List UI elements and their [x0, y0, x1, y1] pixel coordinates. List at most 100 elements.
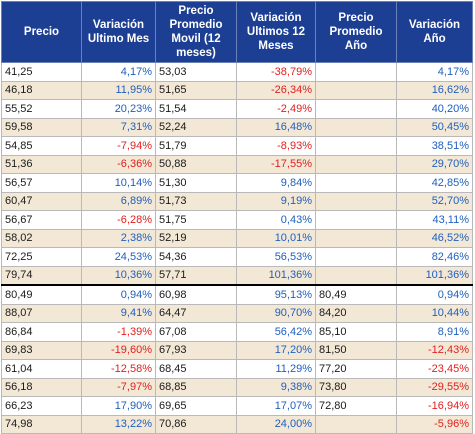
table-row: 41,25 4,17% 53,03 -38,79% 4,17% [1, 62, 473, 82]
cell-variacion-ultimos-12-meses: -2,49% [236, 99, 316, 119]
cell-precio-promedio-movil: 53,03 [155, 62, 237, 82]
cell-variacion-ano: -12,43% [396, 340, 473, 360]
cell-variacion-ultimos-12-meses: 56,42% [236, 322, 316, 342]
cell-variacion-ultimos-12-meses: -8,93% [236, 136, 316, 156]
cell-precio: 54,85 [1, 136, 82, 156]
cell-variacion-ultimos-12-meses: 24,00% [236, 414, 316, 434]
cell-variacion-ultimos-12-meses: 9,84% [236, 173, 316, 193]
cell-variacion-ultimo-mes: 17,90% [81, 396, 156, 416]
header-variacion-ultimo-mes: Variación Ultimo Mes [81, 1, 156, 63]
cell-variacion-ano: 16,62% [396, 80, 473, 100]
cell-variacion-ano: 10,44% [396, 303, 473, 323]
cell-precio-promedio-ano: 72,80 [315, 396, 397, 416]
cell-variacion-ultimo-mes: 24,53% [81, 247, 156, 267]
cell-variacion-ultimo-mes: 9,41% [81, 303, 156, 323]
header-precio: Precio [1, 1, 82, 63]
cell-precio-promedio-ano [315, 117, 397, 137]
cell-variacion-ultimo-mes: 0,94% [81, 284, 156, 305]
cell-variacion-ultimos-12-meses: 101,36% [236, 265, 316, 286]
cell-variacion-ultimos-12-meses: 56,53% [236, 247, 316, 267]
cell-variacion-ano: 42,85% [396, 173, 473, 193]
cell-precio: 80,49 [1, 284, 82, 305]
cell-precio: 41,25 [1, 62, 82, 82]
cell-precio: 60,47 [1, 191, 82, 211]
cell-variacion-ano: 4,17% [396, 62, 473, 82]
cell-precio-promedio-ano [315, 228, 397, 248]
table-row: 79,74 10,36% 57,71 101,36% 101,36% [1, 265, 473, 286]
cell-precio-promedio-movil: 51,79 [155, 136, 237, 156]
cell-precio-promedio-ano [315, 99, 397, 119]
cell-precio-promedio-ano [315, 210, 397, 230]
cell-precio-promedio-movil: 68,45 [155, 359, 237, 379]
table-row: 74,98 13,22% 70,86 24,00% -5,96% [1, 414, 473, 434]
cell-variacion-ultimo-mes: -12,58% [81, 359, 156, 379]
table-row: 56,18 -7,97% 68,85 9,38% 73,80 -29,55% [1, 377, 473, 397]
cell-precio-promedio-movil: 51,73 [155, 191, 237, 211]
cell-variacion-ultimo-mes: -1,39% [81, 322, 156, 342]
cell-precio: 88,07 [1, 303, 82, 323]
cell-variacion-ultimo-mes: 20,23% [81, 99, 156, 119]
table-body: 41,25 4,17% 53,03 -38,79% 4,17% 46,18 11,95% 51… [1, 62, 473, 434]
cell-precio-promedio-movil: 64,47 [155, 303, 237, 323]
cell-precio-promedio-movil: 69,65 [155, 396, 237, 416]
cell-variacion-ultimo-mes: 7,31% [81, 117, 156, 137]
cell-precio-promedio-ano [315, 191, 397, 211]
cell-precio-promedio-ano [315, 80, 397, 100]
cell-precio-promedio-ano [315, 62, 397, 82]
table-header: Precio Variación Ultimo Mes Precio Prome… [1, 1, 473, 63]
cell-variacion-ano: 52,70% [396, 191, 473, 211]
table-row: 58,02 2,38% 52,19 10,01% 46,52% [1, 228, 473, 248]
cell-precio-promedio-movil: 57,71 [155, 265, 237, 286]
cell-variacion-ultimo-mes: 10,36% [81, 265, 156, 286]
cell-variacion-ano: 50,45% [396, 117, 473, 137]
cell-precio: 55,52 [1, 99, 82, 119]
cell-variacion-ultimos-12-meses: -17,55% [236, 154, 316, 174]
cell-precio: 86,84 [1, 322, 82, 342]
cell-variacion-ano: 46,52% [396, 228, 473, 248]
cell-precio-promedio-ano [315, 247, 397, 267]
cell-variacion-ultimo-mes: 11,95% [81, 80, 156, 100]
cell-precio: 51,36 [1, 154, 82, 174]
header-precio-promedio-movil: Precio Promedio Movil (12 meses) [155, 1, 237, 63]
cell-variacion-ultimos-12-meses: 10,01% [236, 228, 316, 248]
cell-precio: 59,58 [1, 117, 82, 137]
cell-variacion-ultimos-12-meses: -26,34% [236, 80, 316, 100]
table-row: 59,58 7,31% 52,24 16,48% 50,45% [1, 117, 473, 137]
table-row: 80,49 0,94% 60,98 95,13% 80,49 0,94% [1, 284, 473, 305]
cell-precio-promedio-movil: 51,30 [155, 173, 237, 193]
cell-precio: 46,18 [1, 80, 82, 100]
table-row: 88,07 9,41% 64,47 90,70% 84,20 10,44% [1, 303, 473, 323]
cell-precio-promedio-movil: 51,54 [155, 99, 237, 119]
table-row: 61,04 -12,58% 68,45 11,29% 77,20 -23,45% [1, 359, 473, 379]
table-row: 54,85 -7,94% 51,79 -8,93% 38,51% [1, 136, 473, 156]
cell-precio-promedio-ano: 81,50 [315, 340, 397, 360]
cell-variacion-ano: -29,55% [396, 377, 473, 397]
header-row: Precio Variación Ultimo Mes Precio Prome… [1, 1, 473, 63]
cell-precio: 56,57 [1, 173, 82, 193]
table-row: 51,36 -6,36% 50,88 -17,55% 29,70% [1, 154, 473, 174]
cell-precio: 74,98 [1, 414, 82, 434]
cell-precio-promedio-movil: 52,19 [155, 228, 237, 248]
cell-precio-promedio-ano: 84,20 [315, 303, 397, 323]
table-row: 69,83 -19,60% 67,93 17,20% 81,50 -12,43% [1, 340, 473, 360]
cell-variacion-ultimo-mes: 10,14% [81, 173, 156, 193]
cell-variacion-ultimo-mes: -7,94% [81, 136, 156, 156]
cell-precio-promedio-ano: 77,20 [315, 359, 397, 379]
table-row: 60,47 6,89% 51,73 9,19% 52,70% [1, 191, 473, 211]
cell-variacion-ano: -16,94% [396, 396, 473, 416]
cell-precio-promedio-ano [315, 265, 397, 286]
cell-variacion-ano: 82,46% [396, 247, 473, 267]
cell-precio-promedio-movil: 67,08 [155, 322, 237, 342]
table-row: 86,84 -1,39% 67,08 56,42% 85,10 8,91% [1, 322, 473, 342]
table-row: 55,52 20,23% 51,54 -2,49% 40,20% [1, 99, 473, 119]
table-row: 56,67 -6,28% 51,75 0,43% 43,11% [1, 210, 473, 230]
cell-variacion-ultimo-mes: -6,28% [81, 210, 156, 230]
cell-precio: 69,83 [1, 340, 82, 360]
cell-variacion-ano: 29,70% [396, 154, 473, 174]
cell-variacion-ultimos-12-meses: 17,20% [236, 340, 316, 360]
cell-precio-promedio-movil: 54,36 [155, 247, 237, 267]
cell-variacion-ano: 8,91% [396, 322, 473, 342]
cell-variacion-ano: 38,51% [396, 136, 473, 156]
cell-variacion-ultimos-12-meses: -38,79% [236, 62, 316, 82]
